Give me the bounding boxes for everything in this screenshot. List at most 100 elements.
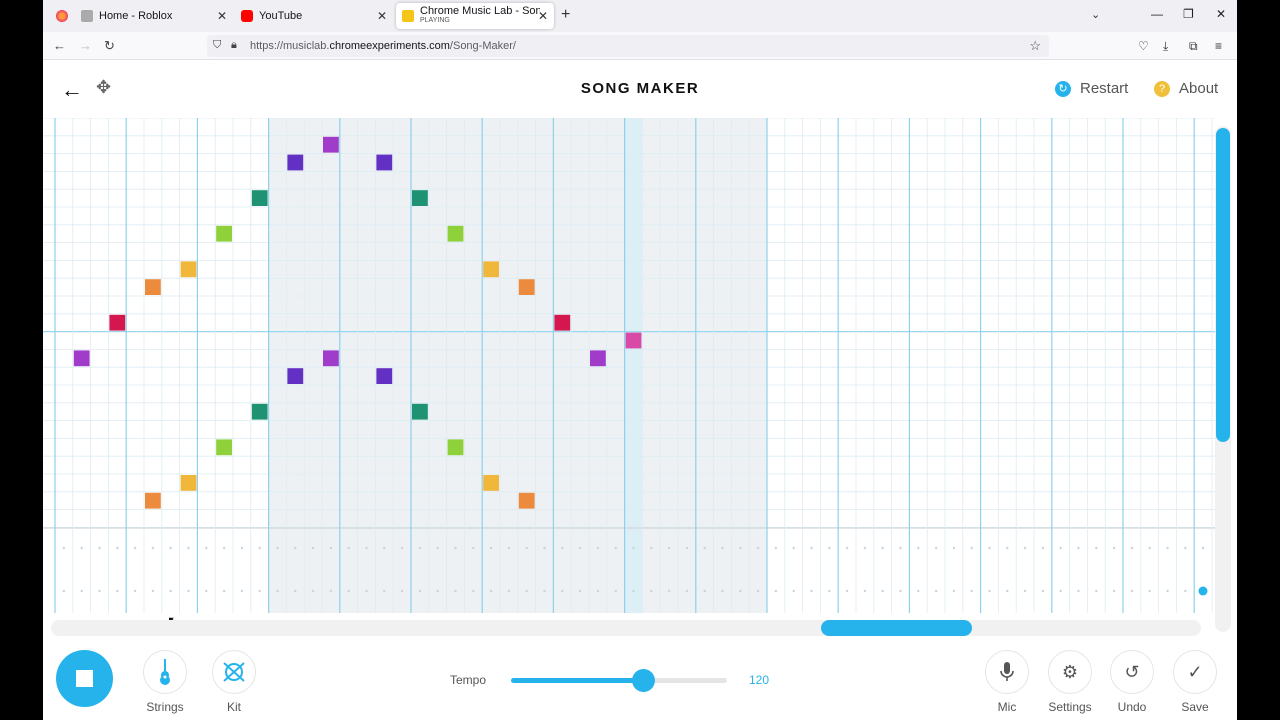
- restart-icon: ↻: [1055, 80, 1071, 97]
- minimize-icon[interactable]: —: [1151, 7, 1163, 21]
- melody-note[interactable]: [376, 368, 393, 384]
- stop-icon: [76, 670, 93, 687]
- melody-note[interactable]: [180, 475, 197, 491]
- melody-note[interactable]: [145, 492, 161, 509]
- save-button[interactable]: ✓ Save: [1165, 650, 1225, 714]
- url-path: /Song-Maker/: [449, 40, 516, 52]
- new-tab-icon[interactable]: +: [561, 6, 571, 23]
- undo-label: Undo: [1117, 700, 1147, 714]
- tab-youtube[interactable]: YouTube ✕: [237, 3, 393, 29]
- mic-button[interactable]: Mic: [977, 650, 1037, 714]
- melody-note[interactable]: [216, 225, 232, 242]
- close-tab-icon[interactable]: ✕: [537, 9, 548, 23]
- vertical-scroll-thumb[interactable]: [1216, 128, 1230, 442]
- about-label: About: [1179, 80, 1219, 97]
- melody-note[interactable]: [109, 314, 126, 331]
- bookmark-star-icon[interactable]: ☆: [1029, 38, 1041, 53]
- melody-note[interactable]: [483, 475, 499, 491]
- move-icon[interactable]: ✥: [96, 77, 112, 97]
- melody-note[interactable]: [447, 439, 464, 456]
- reload-icon[interactable]: ↻: [104, 38, 115, 53]
- close-tab-icon[interactable]: ✕: [216, 9, 227, 23]
- melody-note[interactable]: [412, 190, 428, 206]
- guitar-icon: [143, 650, 187, 694]
- melody-note[interactable]: [216, 439, 232, 456]
- lock-icon[interactable]: 🔒︎: [231, 39, 237, 51]
- tab-title: YouTube: [259, 10, 303, 22]
- firefox-icon: [56, 10, 68, 22]
- horizontal-scroll-thumb[interactable]: [821, 620, 972, 636]
- tab-strip: Home - Roblox ✕ YouTube ✕ Chrome Music L…: [43, 0, 1237, 32]
- stop-button[interactable]: [56, 650, 113, 707]
- close-tab-icon[interactable]: ✕: [376, 9, 387, 23]
- navigation-toolbar: ← → ↻ ⛉ 🔒︎ https://musiclab.chromeexperi…: [43, 32, 1237, 60]
- melody-note[interactable]: [590, 350, 606, 367]
- close-window-icon[interactable]: ✕: [1216, 7, 1227, 21]
- back-arrow-icon[interactable]: ←: [61, 77, 83, 102]
- kit-instrument-button[interactable]: Kit: [204, 650, 264, 714]
- tab-music-lab[interactable]: Chrome Music Lab - Song Mak PLAYING ✕: [396, 3, 554, 29]
- melody-note[interactable]: [145, 279, 161, 295]
- tempo-label: Tempo: [450, 673, 487, 687]
- melody-note[interactable]: [73, 350, 90, 367]
- forward-icon[interactable]: →: [79, 38, 92, 53]
- tab-roblox[interactable]: Home - Roblox ✕: [77, 3, 233, 29]
- melody-note[interactable]: [323, 350, 339, 367]
- melody-note[interactable]: [483, 261, 499, 278]
- kit-label: Kit: [226, 700, 241, 714]
- restore-icon[interactable]: ❐: [1183, 7, 1194, 21]
- note-grid[interactable]: ⬉: [43, 118, 1237, 629]
- restart-button[interactable]: ↻ Restart: [1055, 80, 1128, 97]
- melody-note[interactable]: [518, 279, 535, 295]
- horizontal-scrollbar[interactable]: [51, 620, 1201, 636]
- undo-button[interactable]: ↺ Undo: [1102, 650, 1162, 714]
- melody-note[interactable]: [554, 314, 571, 331]
- melody-note[interactable]: [447, 225, 464, 242]
- shield-icon[interactable]: ⛉: [213, 39, 222, 51]
- strings-label: Strings: [146, 700, 184, 714]
- tempo-slider-knob[interactable]: [631, 669, 655, 692]
- tab-title: Home - Roblox: [99, 10, 173, 22]
- undo-icon: ↺: [1110, 650, 1154, 694]
- tempo-value: 120: [749, 673, 770, 687]
- restart-label: Restart: [1080, 80, 1129, 97]
- settings-button[interactable]: ⚙ Settings: [1040, 650, 1100, 714]
- mic-label: Mic: [997, 700, 1017, 714]
- question-icon: ?: [1154, 80, 1170, 97]
- gear-icon: ⚙: [1048, 650, 1092, 694]
- drum-icon: [212, 650, 256, 694]
- about-button[interactable]: ? About: [1154, 80, 1218, 97]
- melody-note[interactable]: [323, 136, 339, 153]
- melody-note[interactable]: [518, 492, 535, 509]
- bottom-toolbar: Strings Kit Tempo 120 Mic ⚙ Settings ↺ U…: [43, 640, 1237, 720]
- chevron-down-icon[interactable]: ⌄: [1091, 9, 1101, 21]
- song-maker-header: ← ✥ SONG MAKER ↻ Restart ? About: [43, 61, 1237, 118]
- melody-note[interactable]: [251, 403, 268, 420]
- percussion-note[interactable]: [1198, 586, 1208, 596]
- melody-note[interactable]: [376, 154, 393, 171]
- roblox-icon: [81, 10, 93, 22]
- strings-instrument-button[interactable]: Strings: [135, 650, 195, 714]
- grid-canvas[interactable]: [43, 118, 1215, 613]
- melody-note[interactable]: [287, 154, 304, 171]
- back-icon[interactable]: ←: [53, 38, 66, 53]
- melody-note[interactable]: [625, 332, 642, 349]
- downloads-icon[interactable]: ⤓: [1163, 39, 1169, 53]
- firefox-view-button[interactable]: [49, 3, 75, 29]
- music-lab-icon: [402, 10, 414, 22]
- settings-label: Settings: [1048, 700, 1092, 714]
- melody-note[interactable]: [180, 261, 197, 278]
- tab-playing-indicator: PLAYING: [420, 17, 450, 24]
- pocket-icon[interactable]: ♡: [1138, 39, 1149, 53]
- melody-note[interactable]: [412, 403, 428, 420]
- url-bar[interactable]: ⛉ 🔒︎ https://musiclab.chromeexperiments.…: [207, 35, 1049, 57]
- tempo-slider-fill: [511, 678, 643, 683]
- url-prefix: https://musiclab.: [250, 40, 330, 52]
- extensions-icon[interactable]: ⧉: [1189, 39, 1198, 53]
- melody-note[interactable]: [287, 368, 304, 384]
- url-text[interactable]: https://musiclab.chromeexperiments.com/S…: [250, 40, 516, 52]
- menu-icon[interactable]: ≡: [1215, 39, 1223, 53]
- melody-note[interactable]: [251, 190, 268, 206]
- url-domain: chromeexperiments.com: [329, 40, 450, 52]
- checkmark-icon: ✓: [1173, 650, 1217, 694]
